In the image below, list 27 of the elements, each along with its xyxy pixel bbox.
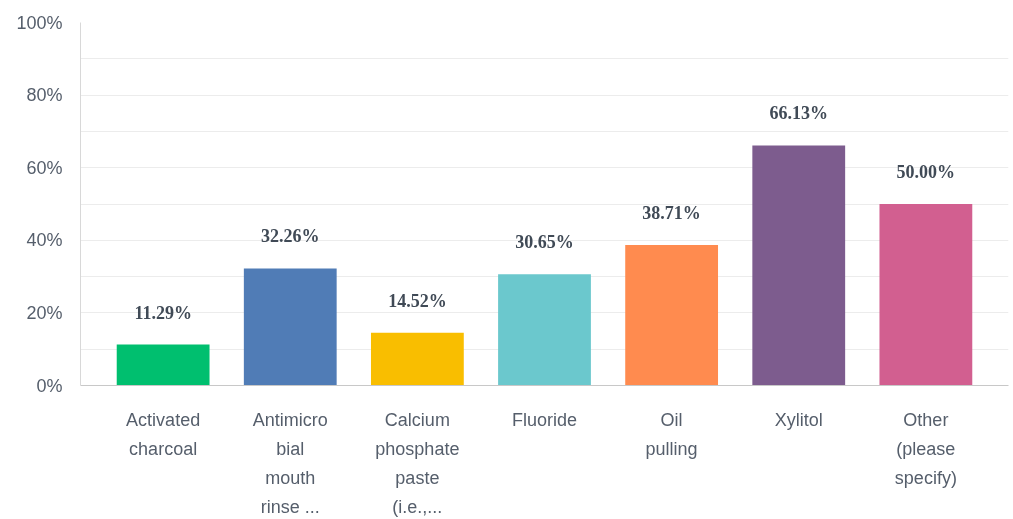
bar bbox=[498, 274, 591, 386]
x-tick-label: Calcium phosphate paste (i.e.,... bbox=[375, 409, 460, 517]
y-tick-label: 0% bbox=[36, 375, 63, 396]
y-tick-label: 80% bbox=[26, 85, 63, 106]
x-tick-label: Fluoride bbox=[511, 409, 578, 430]
y-tick-label: 20% bbox=[26, 302, 63, 323]
x-tick-label: Activated charcoal bbox=[126, 409, 201, 459]
bar bbox=[879, 204, 973, 386]
x-tick-label: Oil pulling bbox=[645, 409, 698, 459]
data-label: 30.65% bbox=[515, 232, 574, 253]
bar bbox=[243, 268, 337, 386]
bar bbox=[752, 145, 846, 386]
data-label: 50.00% bbox=[896, 162, 956, 182]
bar bbox=[116, 344, 210, 386]
data-label: 66.13% bbox=[769, 103, 828, 124]
bar bbox=[625, 244, 719, 386]
data-label: 11.29% bbox=[134, 302, 192, 323]
y-tick-label: 60% bbox=[26, 157, 63, 178]
y-tick-label: 100% bbox=[16, 12, 63, 33]
data-label: 38.71% bbox=[642, 202, 701, 223]
bar bbox=[370, 332, 464, 386]
x-tick-label: Other (please specify) bbox=[894, 409, 957, 488]
data-label: 32.26% bbox=[261, 226, 320, 247]
y-tick-label: 40% bbox=[26, 230, 63, 251]
x-tick-label: Xylitol bbox=[774, 409, 823, 430]
x-tick-label: Antimicro bial mouth rinse ... bbox=[252, 409, 328, 517]
data-label: 14.52% bbox=[388, 290, 447, 311]
